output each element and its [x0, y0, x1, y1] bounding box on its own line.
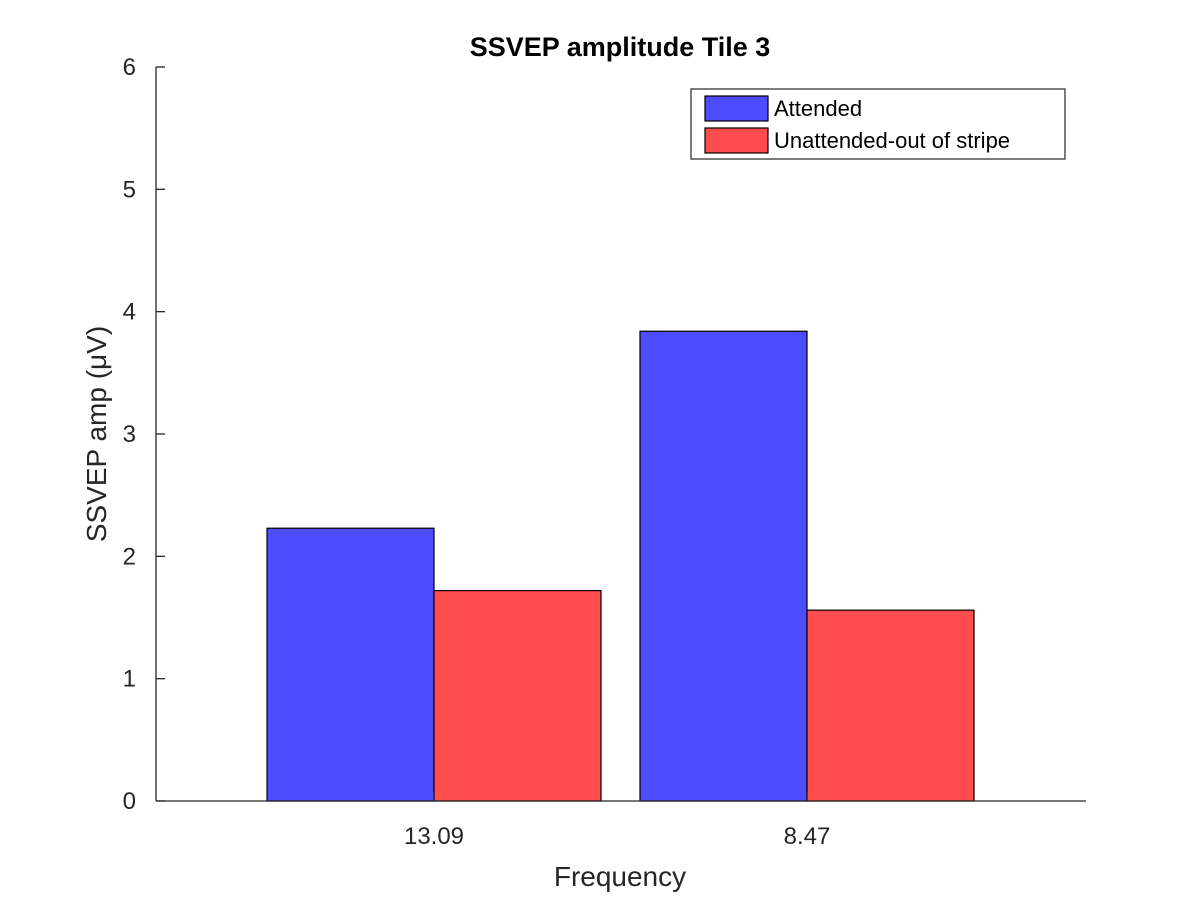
y-axis-label: SSVEP amp (μV) — [81, 326, 112, 542]
bar-attended-1 — [639, 330, 808, 802]
legend: Attended Unattended-out of stripe — [690, 88, 1066, 160]
bar-unattended-0 — [433, 589, 602, 802]
x-tick-label: 13.09 — [404, 823, 464, 850]
legend-swatch-attended — [704, 95, 769, 122]
x-axis-label: Frequency — [554, 861, 686, 892]
y-tick-label: 2 — [123, 543, 136, 570]
y-tick-label: 6 — [123, 54, 136, 81]
x-tick-label: 8.47 — [784, 823, 831, 850]
legend-label-attended: Attended — [774, 96, 862, 121]
y-tick-label: 5 — [123, 176, 136, 203]
y-tick-label: 1 — [123, 666, 136, 693]
y-tick-label: 4 — [123, 299, 136, 326]
bar-attended-0 — [266, 527, 435, 802]
y-tick-label: 3 — [123, 421, 136, 448]
bars-group — [266, 330, 975, 802]
y-tick-label: 0 — [123, 788, 136, 815]
axes-group: 0 1 2 3 4 5 6 13.09 8.47 — [123, 54, 1086, 850]
bar-unattended-1 — [806, 609, 975, 802]
legend-swatch-unattended — [704, 127, 769, 154]
legend-label-unattended: Unattended-out of stripe — [774, 128, 1010, 153]
chart-title: SSVEP amplitude Tile 3 — [470, 32, 771, 62]
